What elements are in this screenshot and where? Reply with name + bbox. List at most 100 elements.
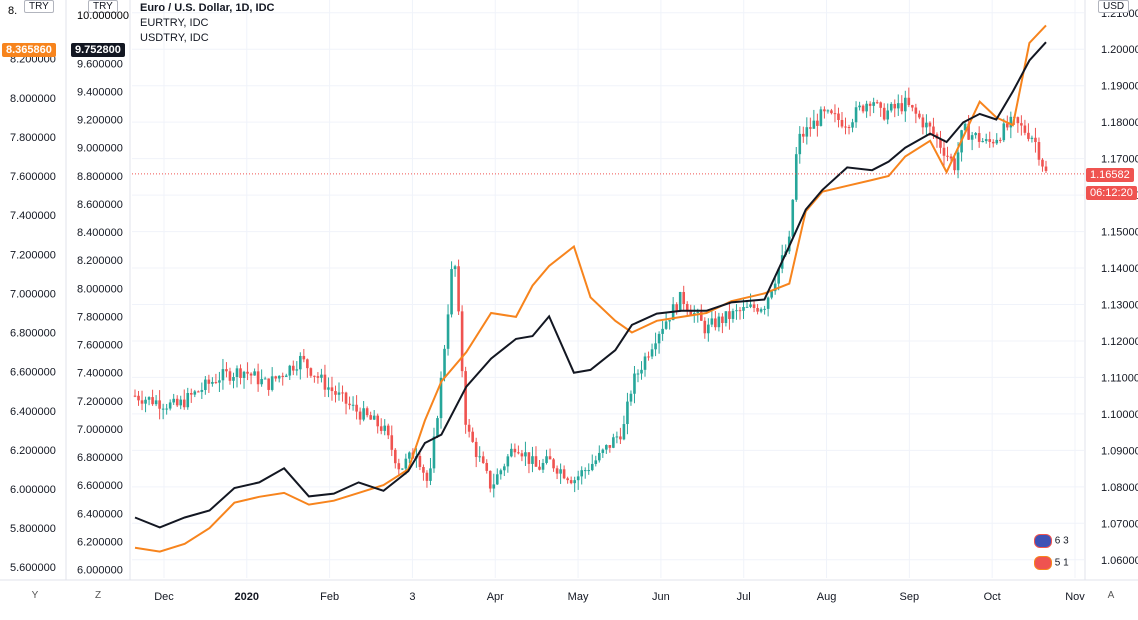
candle-body	[1044, 166, 1048, 171]
auto-scale-a-button[interactable]: A	[1107, 589, 1115, 601]
candle-body	[172, 398, 175, 403]
right-tick-label: 1.17000	[1101, 154, 1138, 166]
log-scale-y-button[interactable]: Y	[31, 589, 39, 601]
candle-body	[313, 375, 316, 377]
events-flags-row2[interactable]: 5 1	[1034, 556, 1069, 570]
left-scale-a-unit[interactable]: TRY	[24, 0, 54, 13]
candle-body	[678, 291, 682, 312]
candle-body	[861, 105, 865, 112]
x-tick-label: Feb	[320, 591, 339, 603]
usdtry-series-line	[134, 41, 1047, 529]
candle-body	[597, 452, 601, 461]
candle-body	[225, 369, 228, 372]
left-scale-eurtry[interactable]: 5.600000 5.800000 6.000000 6.200000 6.400000…	[10, 54, 56, 575]
candle-body	[418, 456, 422, 467]
left-scale-b-unit[interactable]: TRY	[88, 0, 118, 13]
candle-body	[372, 415, 376, 420]
candle-body	[696, 312, 700, 314]
candle-body	[654, 343, 657, 350]
flag-icon	[1034, 556, 1052, 570]
candle-body	[766, 297, 770, 309]
candle-body	[316, 376, 320, 378]
candle-body	[756, 307, 759, 312]
candle-body	[798, 133, 802, 155]
candle-body	[200, 389, 204, 392]
candle-body	[823, 109, 826, 112]
candle-body	[647, 356, 650, 358]
left-b-tick-label: 6.000000	[77, 565, 123, 577]
candle-body	[253, 371, 256, 376]
left-scale-usdtry[interactable]: 6.000000 6.200000 6.400000 6.600000 6.800000…	[77, 58, 123, 576]
candle-body	[404, 458, 408, 469]
candle-body	[344, 392, 348, 404]
candle-body	[742, 306, 745, 311]
candle-body	[580, 470, 584, 477]
candle-body	[513, 448, 517, 453]
time-scale[interactable]: Dec 2020 Feb 3 Apr May Jun Jul Aug Sep Oct Nov	[154, 591, 1085, 603]
candle-body	[485, 462, 489, 471]
candle-body	[351, 404, 355, 406]
candle-body	[524, 452, 527, 457]
right-tick-label: 1.07000	[1101, 518, 1138, 530]
candle-body	[341, 392, 344, 394]
candle-body	[517, 452, 520, 454]
candle-body	[724, 311, 728, 324]
candle-body	[840, 120, 844, 127]
candle-body	[467, 424, 471, 432]
candle-body	[158, 400, 161, 409]
candle-body	[161, 408, 165, 410]
candle-body	[383, 425, 387, 431]
candle-body	[791, 199, 795, 237]
candle-body	[481, 456, 485, 463]
left-a-tick-label: 6.000000	[10, 484, 56, 496]
candle-body	[1023, 125, 1027, 133]
zoom-scale-z-button[interactable]: Z	[94, 589, 102, 601]
candle-body	[759, 309, 763, 312]
candle-body	[193, 391, 197, 395]
events-flags-row1[interactable]: 6 3	[1034, 534, 1069, 548]
candle-body	[932, 126, 935, 135]
right-scale-eurusd[interactable]: 1.06000 1.07000 1.08000 1.09000 1.10000 1.110…	[1101, 8, 1138, 567]
left-b-tick-label: 6.200000	[77, 536, 123, 548]
right-tick-label: 1.13000	[1101, 299, 1138, 311]
candle-body	[752, 304, 756, 308]
candle-body	[904, 97, 907, 112]
candle-body	[636, 373, 640, 375]
left-a-tick-label: 7.400000	[10, 210, 56, 222]
candle-body	[179, 399, 183, 406]
candle-body	[1034, 137, 1037, 143]
candle-body	[538, 466, 541, 470]
candle-body	[601, 449, 605, 453]
chart-legend: Euro / U.S. Dollar, 1D, IDC EURTRY, IDC …	[140, 1, 274, 46]
left-b-tick-label: 8.400000	[77, 227, 123, 239]
candle-body	[397, 463, 401, 470]
candle-body	[847, 127, 851, 129]
candle-body	[239, 368, 242, 378]
left-a-tick-label: 5.800000	[10, 523, 56, 535]
candle-body	[590, 463, 594, 471]
left-b-tick-label: 9.200000	[77, 115, 123, 127]
candle-body	[133, 395, 137, 397]
left-b-tick-label: 8.600000	[77, 199, 123, 211]
candle-body	[735, 310, 738, 312]
candle-body	[633, 373, 636, 394]
candle-body	[991, 141, 995, 144]
right-scale-unit[interactable]: USD	[1098, 0, 1130, 13]
candle-body	[492, 484, 496, 489]
candle-body	[854, 107, 858, 123]
left-b-tick-label: 6.800000	[77, 452, 123, 464]
candle-body	[963, 123, 967, 131]
candle-body	[816, 120, 819, 126]
candle-body	[612, 437, 615, 448]
left-b-tick-label: 7.000000	[77, 424, 123, 436]
candle-body	[717, 316, 721, 328]
candle-body	[151, 397, 154, 405]
candle-body	[643, 356, 647, 370]
candle-body	[309, 368, 313, 376]
candle-body	[555, 468, 559, 474]
candle-body	[390, 435, 394, 450]
candle-body	[900, 103, 904, 112]
candle-body	[703, 320, 707, 334]
candle-body	[879, 102, 882, 108]
